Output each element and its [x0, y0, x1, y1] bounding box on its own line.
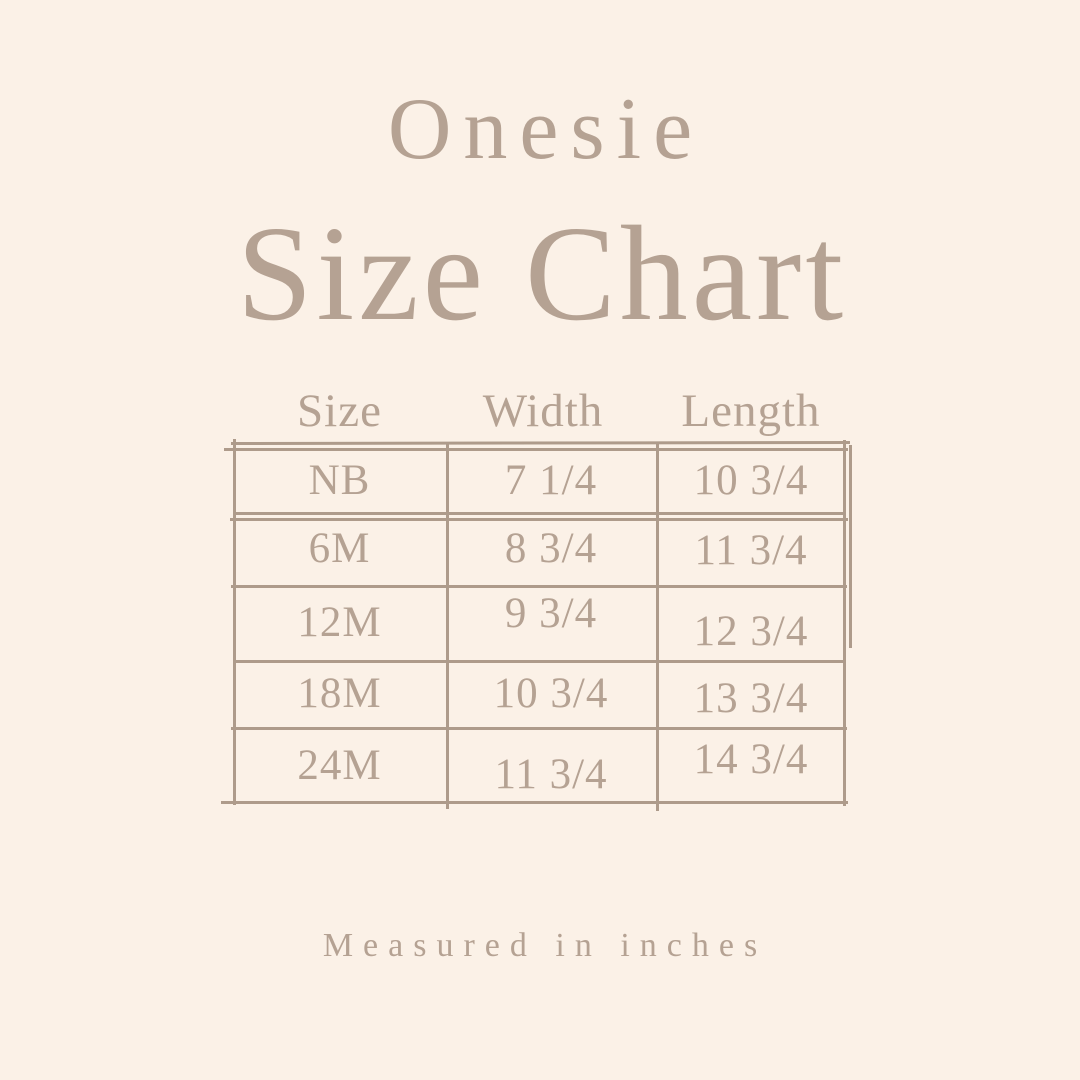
table-cell-size: 6M [308, 525, 371, 572]
units-note: Measured in inches [322, 927, 768, 964]
column-header-length: Length [681, 385, 821, 437]
table-column-headers: Size Width Length [233, 388, 846, 435]
table-grid-lines [221, 439, 852, 811]
column-header-size: Size [297, 385, 382, 437]
size-table: NB 7 1/4 10 3/4 6M 8 3/4 11 3/4 12M 9 3/… [221, 439, 852, 811]
table-cell-length: 14 3/4 [693, 736, 809, 783]
column-header-width: Width [482, 385, 604, 437]
table-cell-width: 10 3/4 [493, 670, 609, 717]
table-body: NB 7 1/4 10 3/4 6M 8 3/4 11 3/4 12M 9 3/… [233, 448, 846, 804]
table-cell-size: 12M [297, 599, 382, 646]
table-cell-size: 18M [297, 670, 382, 717]
table-cell-length: 10 3/4 [693, 456, 809, 504]
table-cell-length: 11 3/4 [694, 527, 808, 574]
table-cell-width: 8 3/4 [504, 525, 598, 572]
table-cell-size: 24M [297, 742, 382, 789]
table-cell-length: 12 3/4 [693, 608, 809, 655]
table-cell-width: 11 3/4 [494, 751, 608, 798]
product-subtitle: Onesie [387, 81, 705, 178]
table-cell-width: 9 3/4 [504, 590, 598, 637]
table-cell-length: 13 3/4 [693, 675, 809, 722]
table-cell-width: 7 1/4 [504, 456, 598, 504]
page-title: Size Chart [236, 199, 848, 349]
table-cell-size: NB [308, 456, 371, 504]
